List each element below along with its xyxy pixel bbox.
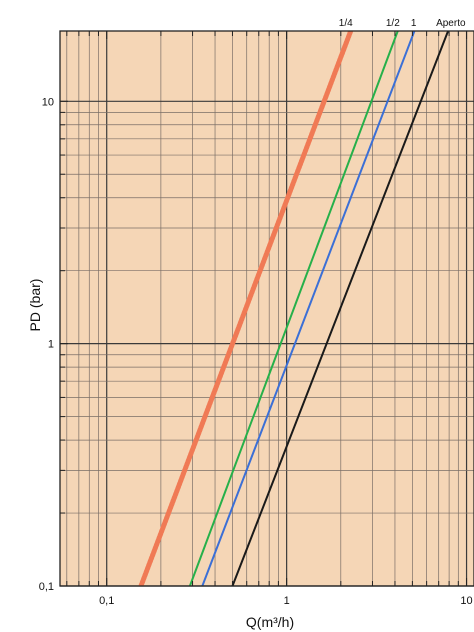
series-line-2 xyxy=(188,31,399,586)
y-tick-label: 1 xyxy=(48,339,54,351)
y-tick-label: 0,1 xyxy=(39,581,54,593)
y-tick-label: 10 xyxy=(42,96,54,108)
label-layer: 0,1 1 10 0,1 1 10 1/4 1/2 1 Aperto xyxy=(39,18,473,607)
series-label-1: 1/4 xyxy=(339,18,353,29)
series-label-4: Aperto xyxy=(436,18,466,29)
series-label-3: 1 xyxy=(411,18,417,29)
plot-frame xyxy=(59,30,474,587)
series-layer xyxy=(138,31,450,586)
x-tick-label: 1 xyxy=(284,595,290,607)
series-line-1 xyxy=(138,31,354,586)
x-tick-label: 0,1 xyxy=(99,595,114,607)
series-label-2: 1/2 xyxy=(386,18,400,29)
plot-border xyxy=(59,30,474,587)
series-line-3 xyxy=(201,31,416,586)
grid xyxy=(60,31,474,587)
series-line-4 xyxy=(231,31,450,586)
y-axis-label: PD (bar) xyxy=(27,279,43,332)
plot-background xyxy=(60,31,474,586)
x-tick-label: 10 xyxy=(460,595,472,607)
x-axis-label: Q(m³/h) xyxy=(246,614,294,630)
